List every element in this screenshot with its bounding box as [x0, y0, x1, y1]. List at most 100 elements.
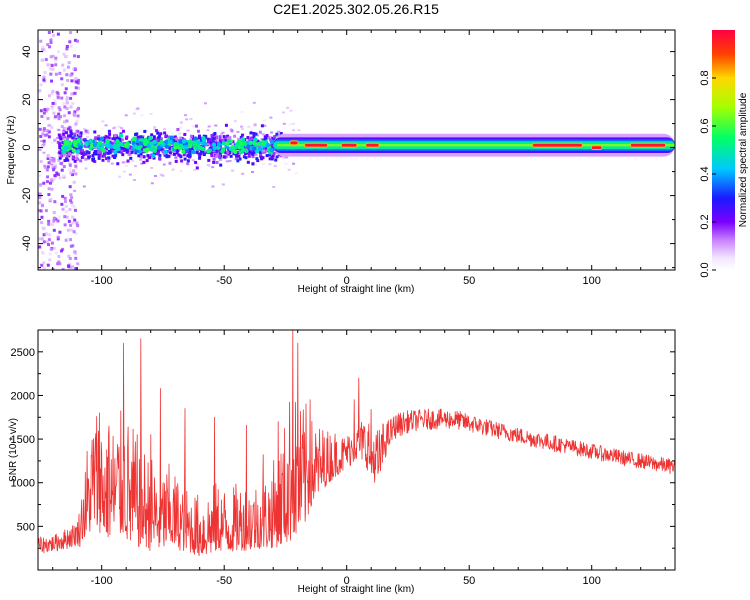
heatmap-cell — [284, 162, 288, 165]
heatmap-cell — [84, 167, 88, 170]
heatmap-cell — [216, 142, 222, 147]
heatmap-cell — [130, 150, 134, 154]
heatmap-cell — [226, 151, 230, 155]
heatmap-cell — [46, 43, 50, 47]
heatmap-cell — [52, 211, 56, 215]
heatmap-cell — [58, 143, 62, 147]
heatmap-cell — [47, 187, 51, 191]
heatmap-cell — [179, 136, 183, 140]
heatmap-cell — [124, 161, 128, 164]
heatmap-cell — [75, 221, 79, 225]
heatmap-cell — [62, 52, 66, 56]
heatmap-cell — [228, 160, 232, 163]
heatmap-cell — [75, 156, 79, 160]
heatmap-cell — [286, 106, 290, 109]
heatmap-cell — [54, 56, 58, 60]
heatmap-cell — [177, 153, 181, 157]
heatmap-cell — [38, 174, 42, 177]
heatmap-cell — [152, 156, 156, 160]
heatmap-cell — [104, 147, 108, 151]
heatmap-cell — [159, 173, 163, 176]
heatmap-cell — [164, 144, 169, 149]
heatmap-cell — [49, 197, 53, 201]
heatmap-cell — [73, 251, 77, 255]
heatmap-cell — [46, 116, 50, 120]
heatmap-cell — [66, 79, 70, 83]
heatmap-cell — [138, 158, 142, 161]
heatmap-cell — [292, 162, 296, 165]
heatmap-cell — [186, 162, 190, 166]
heatmap-cell — [191, 149, 196, 155]
heatmap-cell — [39, 193, 43, 197]
heatmap-cell — [132, 112, 136, 115]
heatmap-cell — [157, 136, 161, 140]
heatmap-cell — [54, 63, 58, 67]
heatmap-cell — [84, 129, 88, 133]
heatmap-cell — [251, 143, 255, 147]
spectrogram-ticks: -100 -50 0 50 100 -40 -20 0 20 40 — [21, 30, 675, 287]
heatmap-cell — [83, 133, 87, 136]
heatmap-cell — [231, 169, 235, 172]
heatmap-cell — [53, 98, 57, 102]
heatmap-cell — [42, 227, 46, 231]
heatmap-cell — [72, 180, 76, 184]
heatmap-cell — [263, 135, 267, 139]
heatmap-cell — [83, 137, 87, 141]
heatmap-cell — [240, 110, 244, 113]
heatmap-cell — [215, 160, 219, 164]
heatmap-cell — [272, 151, 276, 155]
heatmap-cell — [40, 115, 44, 119]
heatmap-cell — [73, 146, 77, 150]
heatmap-cell — [227, 136, 231, 140]
heatmap-cell — [145, 129, 149, 132]
heatmap-cell — [188, 148, 192, 152]
heatmap-cell — [74, 76, 78, 80]
snr-panel: -100 -50 0 50 100 500 1000 1500 2000 2500 Height … — [8, 329, 676, 595]
heatmap-cell — [64, 210, 68, 214]
heatmap-cell — [49, 157, 53, 160]
y-tick-label: 500 — [17, 521, 35, 533]
heatmap-cell — [183, 145, 189, 150]
heatmap-cell — [42, 144, 46, 148]
heatmap-cell — [92, 157, 96, 161]
heatmap-cell — [125, 147, 129, 151]
heatmap-cell — [53, 174, 57, 178]
heatmap-cell — [150, 139, 154, 143]
heatmap-cell — [114, 154, 118, 158]
heatmap-cell — [194, 124, 198, 128]
heatmap-cell — [56, 114, 60, 118]
heatmap-cell — [122, 170, 126, 173]
heatmap-cell — [97, 150, 101, 154]
heatmap-cell — [51, 89, 55, 93]
heatmap-cell — [38, 267, 42, 270]
coherent-band-core — [277, 144, 675, 147]
heatmap-cell — [249, 133, 253, 136]
colorbar-gradient — [712, 30, 735, 270]
heatmap-cell — [157, 139, 161, 143]
heatmap-cell — [58, 156, 62, 160]
heatmap-cell — [152, 135, 156, 139]
heatmap-cell — [58, 262, 62, 266]
heatmap-cell — [63, 223, 67, 227]
heatmap-cell — [69, 31, 73, 35]
heatmap-cell — [242, 155, 246, 159]
heatmap-cell — [136, 135, 140, 139]
heatmap-cell — [80, 149, 84, 153]
heatmap-cell — [228, 146, 233, 151]
heatmap-cell — [61, 149, 67, 154]
heatmap-cell — [40, 263, 44, 267]
heatmap-cell — [42, 240, 46, 244]
heatmap-cell — [138, 141, 143, 146]
heatmap-cell — [68, 40, 72, 44]
heatmap-cell — [67, 134, 71, 138]
heatmap-cell — [172, 152, 176, 156]
heatmap-cell — [69, 149, 73, 153]
heatmap-cell — [39, 209, 43, 213]
heatmap-cell — [191, 144, 195, 148]
heatmap-cell — [123, 148, 127, 152]
x-tick-label: 0 — [344, 575, 350, 587]
heatmap-cell — [71, 101, 75, 105]
heatmap-cell — [47, 94, 51, 98]
heatmap-cell — [53, 102, 57, 106]
heatmap-cell — [97, 140, 102, 146]
